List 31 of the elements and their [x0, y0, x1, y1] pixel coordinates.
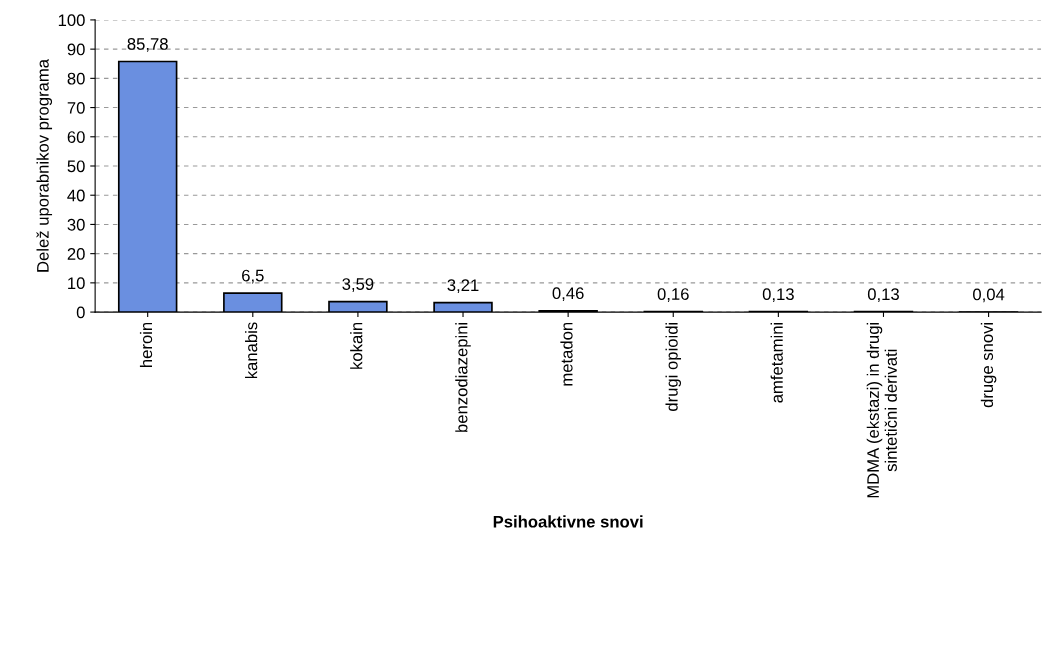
x-tick-label: heroin: [139, 322, 153, 367]
data-label: 0,13: [762, 288, 794, 303]
y-tick-label: 80: [67, 72, 85, 85]
y-tick-label: 50: [67, 160, 85, 173]
y-tick-label: 70: [67, 101, 85, 114]
x-tick-label: MDMA (ekstazi) in drugi sintetični derivati: [866, 322, 897, 498]
data-label: 6,5: [242, 269, 264, 284]
data-label: 3,21: [447, 279, 479, 294]
y-tick-label: 40: [67, 189, 85, 202]
data-label: 0,13: [867, 288, 899, 303]
data-label: 0,04: [973, 288, 1005, 303]
data-label: 0,46: [552, 287, 584, 302]
x-tick-label: benzodiazepini: [455, 322, 471, 432]
y-tick-label: 90: [67, 43, 85, 56]
data-label: 85,78: [127, 38, 168, 52]
x-tick-label: kanabis: [245, 322, 258, 379]
y-tick-label: 30: [67, 218, 85, 231]
y-tick-label: 10: [68, 277, 85, 290]
x-tick-label: amfetamini: [770, 322, 783, 403]
x-tick-label: drugi opioidi: [665, 322, 682, 411]
x-tick-label: metadon: [560, 322, 573, 386]
y-tick-label: 60: [67, 131, 85, 143]
y-axis-title: Delež uporabnikov programa: [36, 58, 53, 272]
data-label: 3,59: [342, 278, 374, 292]
y-tick-label: 20: [67, 248, 85, 260]
data-label: 0,16: [657, 288, 689, 302]
y-tick-label: 100: [58, 14, 85, 27]
x-tick-label: druge snovi: [980, 322, 997, 408]
x-tick-label: kokain: [350, 322, 363, 369]
y-tick-label: 0: [76, 306, 85, 319]
x-axis-title: Psihoaktivne snovi: [493, 515, 643, 528]
